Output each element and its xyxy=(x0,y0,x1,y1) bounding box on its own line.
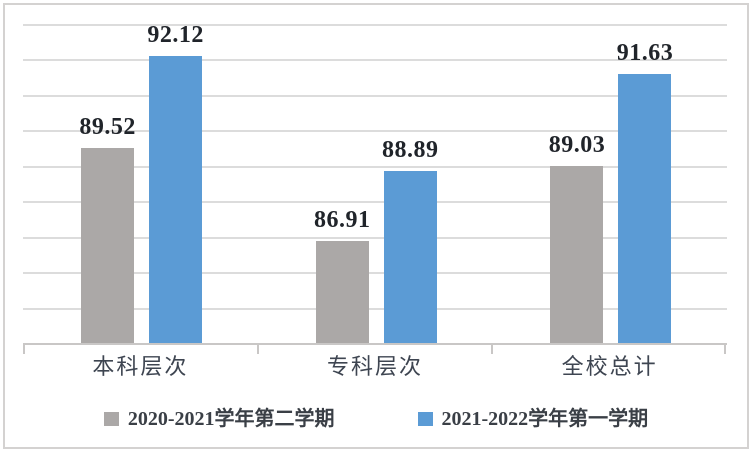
gridline xyxy=(23,94,727,97)
plot-area: 89.52 92.12 86.91 88.89 89.03 91.63 xyxy=(23,22,727,344)
legend-label: 2020-2021学年第二学期 xyxy=(127,408,335,430)
gridline xyxy=(23,236,727,239)
legend-swatch-icon xyxy=(417,412,433,426)
data-label: 89.52 xyxy=(79,114,136,141)
tick-mark xyxy=(23,343,25,354)
gridline xyxy=(23,165,727,168)
data-label: 86.91 xyxy=(314,206,371,233)
gridline xyxy=(23,24,727,26)
data-label: 89.03 xyxy=(548,131,606,158)
bar-series2-category3 xyxy=(618,73,672,344)
category-label: 本科层次 xyxy=(92,354,189,379)
data-label: 88.89 xyxy=(382,136,439,163)
legend: 2020-2021学年第二学期 2021-2022学年第一学期 xyxy=(0,403,752,435)
bar-series1-category1 xyxy=(81,148,135,344)
legend-swatch-icon xyxy=(103,412,119,426)
chart-outer-border xyxy=(3,3,749,449)
bar-series2-category2 xyxy=(383,170,437,344)
bar-series1-category2 xyxy=(315,240,369,344)
bar-series1-category3 xyxy=(550,165,604,344)
tick-mark xyxy=(256,343,259,354)
legend-label: 2021-2022学年第一学期 xyxy=(441,408,649,430)
legend-item-series2: 2021-2022学年第一学期 xyxy=(417,407,649,431)
x-axis-line xyxy=(23,343,727,354)
gridline xyxy=(23,201,727,204)
gridline xyxy=(23,59,727,62)
legend-item-series1: 2020-2021学年第二学期 xyxy=(103,407,335,431)
data-label: 91.63 xyxy=(616,39,674,66)
gridline xyxy=(23,130,727,133)
category-label: 全校总计 xyxy=(561,354,658,379)
tick-mark xyxy=(724,343,726,354)
tick-mark xyxy=(491,343,494,354)
gridline xyxy=(23,307,727,310)
data-label: 92.12 xyxy=(147,22,204,49)
category-label: 专科层次 xyxy=(326,354,423,379)
category-axis-labels: 本科层次 专科层次 全校总计 xyxy=(23,353,727,385)
bar-series2-category1 xyxy=(149,56,203,344)
gridline xyxy=(23,272,727,275)
